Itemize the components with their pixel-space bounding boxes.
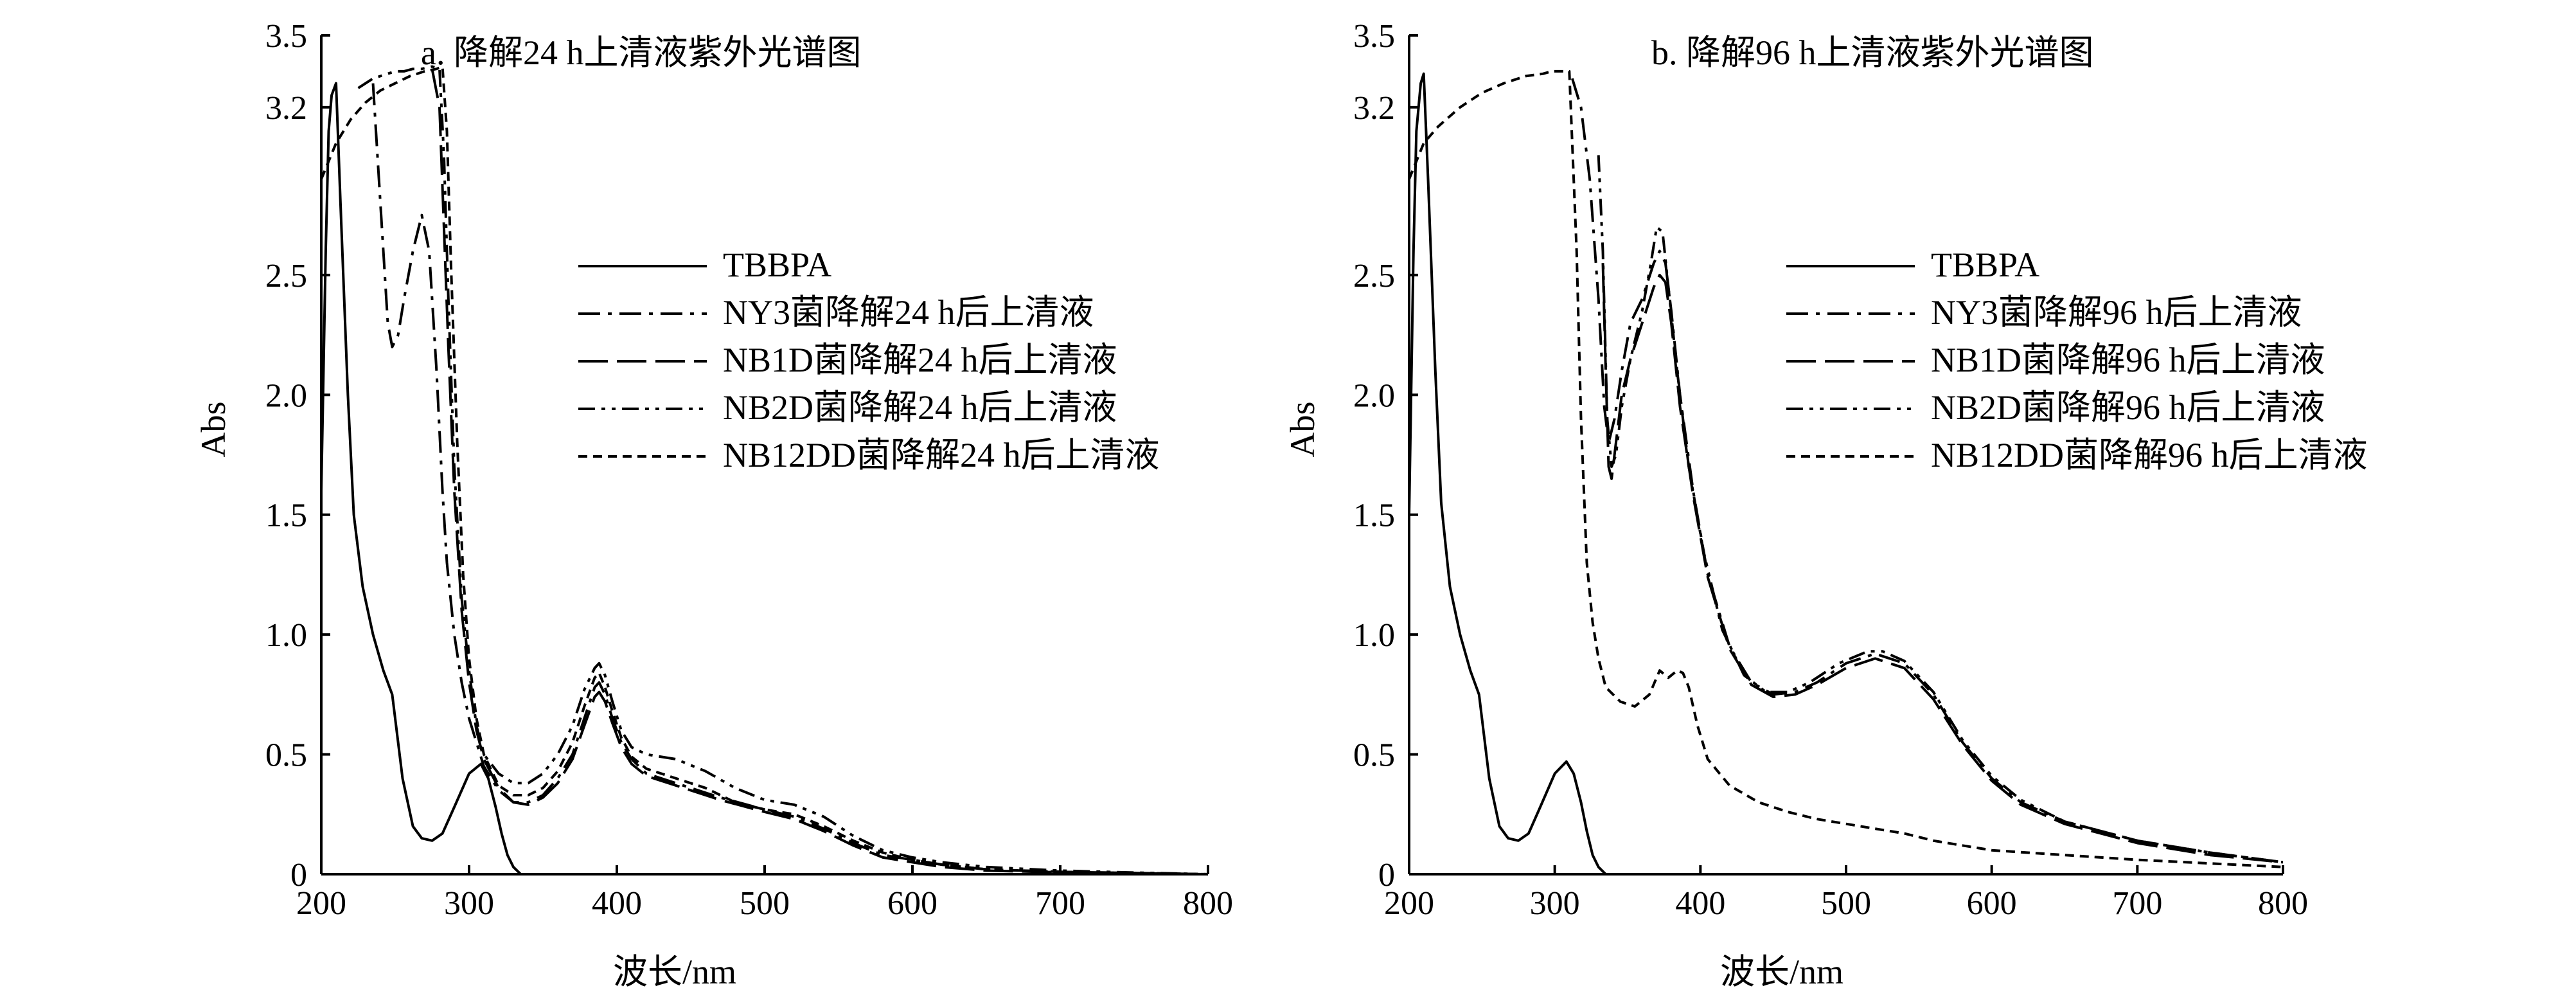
x-tick-label: 500 — [740, 885, 790, 922]
panel-a-title: a. 降解24 h上清液紫外光谱图 — [421, 33, 861, 72]
panel-a-plot-area: 200 300 400 500 600 700 800 0 0.5 1.0 1.5 2.0 2.5 3.2… — [265, 18, 1233, 922]
legend-label: NB12DD菌降解24 h后上清液 — [723, 436, 1160, 474]
panel-a-xlabel: 波长/nm — [613, 953, 736, 991]
y-tick-label: 1.0 — [1353, 617, 1395, 654]
panel-b-xlabel: 波长/nm — [1720, 953, 1843, 991]
y-tick-label: 0.5 — [265, 737, 307, 774]
x-tick-label: 200 — [296, 885, 346, 922]
x-tick-label: 800 — [2258, 885, 2308, 922]
panel-b-plot-area: 200 300 400 500 600 700 800 0 0.5 1.0 1.5 2.0 2.5 3.2… — [1353, 18, 2308, 922]
panel-b-ylabel: Abs — [1283, 401, 1322, 457]
y-tick-label: 3.2 — [265, 90, 307, 127]
series-line-4 — [357, 65, 1209, 876]
x-tick-label: 600 — [1967, 885, 2017, 922]
y-tick-label: 2.0 — [265, 377, 307, 414]
legend-label: NB2D菌降解24 h后上清液 — [723, 388, 1117, 427]
x-tick-label: 500 — [1821, 885, 1871, 922]
legend-label: TBBPA — [723, 246, 831, 284]
legend-label: NY3菌降解24 h后上清液 — [723, 293, 1094, 332]
y-tick-label: 3.5 — [265, 18, 307, 55]
series-line-2 — [371, 83, 1209, 876]
y-tick-label: 3.5 — [1353, 18, 1395, 55]
series-line-1 — [320, 82, 536, 876]
series-line-5 — [320, 65, 1209, 876]
legend-label: TBBPA — [1931, 246, 2039, 284]
legend-label: NB1D菌降解24 h后上清液 — [723, 341, 1117, 379]
legend-label: NB2D菌降解96 h后上清液 — [1931, 388, 2325, 427]
panel-b-legend: TBBPA NY3菌降解96 h后上清液 NB1D菌降解96 h后上清液 NB2D菌降… — [1786, 246, 2368, 474]
x-tick-label: 300 — [444, 885, 494, 922]
series-line-2 — [1570, 78, 2284, 864]
y-tick-label: 2.5 — [265, 258, 307, 294]
y-tick-label: 0 — [1378, 857, 1395, 894]
legend-label: NB1D菌降解96 h后上清液 — [1931, 341, 2325, 379]
x-tick-label: 600 — [887, 885, 937, 922]
y-tick-label: 0.5 — [1353, 737, 1395, 774]
x-tick-label: 400 — [592, 885, 642, 922]
legend-label: NY3菌降解96 h后上清液 — [1931, 293, 2302, 332]
y-tick-label: 2.0 — [1353, 377, 1395, 414]
x-tick-label: 700 — [1035, 885, 1085, 922]
panel-a-legend: TBBPA NY3菌降解24 h后上清液 NB1D菌降解24 h后上清液 NB2D菌降… — [578, 246, 1160, 474]
panel-b-title: b. 降解96 h上清液紫外光谱图 — [1651, 33, 2094, 72]
series-line-3 — [431, 68, 1209, 876]
x-tick-label: 200 — [1384, 885, 1434, 922]
panel-a-ylabel: Abs — [194, 401, 233, 457]
x-tick-label: 300 — [1530, 885, 1580, 922]
series-line-1 — [1408, 72, 1621, 876]
panel-a: a. 降解24 h上清液紫外光谱图 Abs 波长/nm 200 300 400 500… — [194, 18, 1233, 991]
y-tick-label: 3.2 — [1353, 90, 1395, 127]
y-tick-label: 2.5 — [1353, 258, 1395, 294]
panel-b: b. 降解96 h上清液紫外光谱图 Abs 波长/nm 200 300 400 500… — [1283, 18, 2368, 991]
x-tick-label: 400 — [1675, 885, 1725, 922]
legend-label: NB12DD菌降解96 h后上清液 — [1931, 436, 2368, 474]
y-tick-label: 1.5 — [1353, 498, 1395, 534]
x-tick-label: 800 — [1183, 885, 1233, 922]
y-tick-label: 1.5 — [265, 498, 307, 534]
series-line-3 — [1601, 263, 2284, 864]
x-tick-label: 700 — [2112, 885, 2162, 922]
series-line-5 — [1408, 69, 2284, 868]
y-tick-label: 1.0 — [265, 617, 307, 654]
y-tick-label: 0 — [290, 857, 307, 894]
